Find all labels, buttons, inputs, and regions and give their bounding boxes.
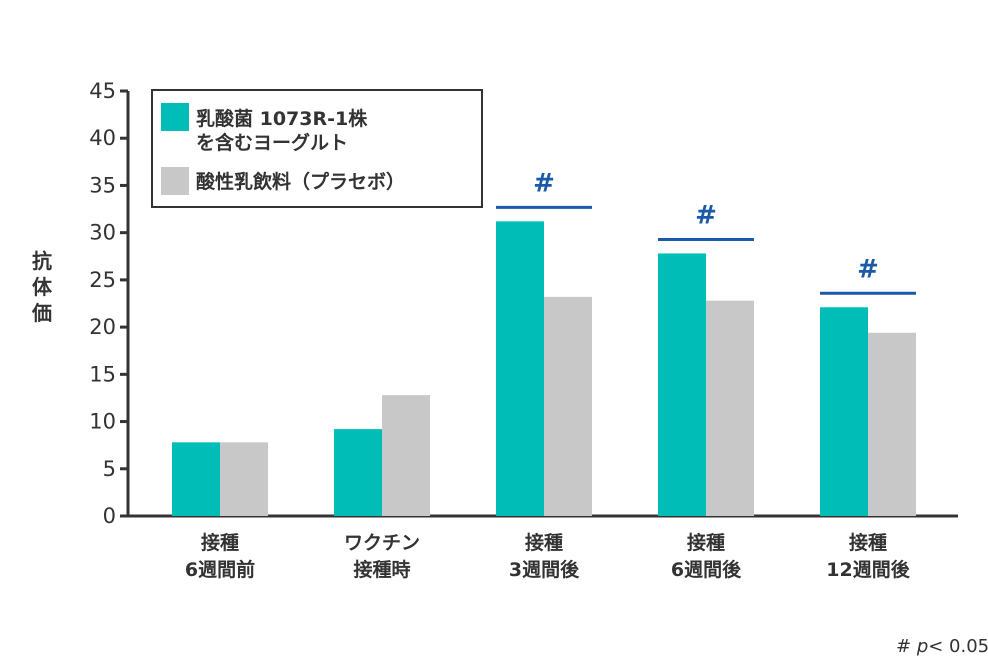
- category-label: 6週間前: [185, 558, 255, 581]
- y-tick-label: 45: [89, 79, 116, 103]
- y-tick-label: 15: [89, 362, 116, 386]
- y-tick-label: 40: [89, 126, 116, 150]
- y-tick-label: 0: [103, 504, 116, 528]
- category-label: ワクチン: [344, 532, 420, 554]
- significance-mark: #: [533, 168, 555, 198]
- category-label: 接種: [201, 532, 239, 554]
- bar-series-2: [868, 332, 916, 516]
- y-axis-title: 抗体価: [31, 249, 53, 325]
- y-tick-label: 5: [103, 457, 116, 481]
- axes: 0 5 10 15 20 25 30 35 40 45: [89, 79, 958, 528]
- bar-series-1: [820, 307, 868, 516]
- significance-mark: #: [695, 200, 717, 230]
- y-axis-label: 抗体価: [31, 249, 53, 325]
- category-label: 接種: [849, 532, 887, 554]
- p-value-note: # p< 0.05: [896, 636, 988, 657]
- bar-series-2: [382, 395, 430, 516]
- bar-series-1: [496, 221, 544, 517]
- bars: [172, 221, 916, 517]
- significance-mark: #: [857, 254, 879, 284]
- category-label: 3週間後: [509, 558, 580, 581]
- y-tick-label: 30: [89, 221, 116, 245]
- significance-markers: # # #: [496, 168, 916, 295]
- category-label: 接種時: [353, 559, 410, 581]
- category-label: 接種: [525, 532, 563, 554]
- legend-box: [151, 89, 483, 208]
- y-tick-label: 10: [89, 410, 116, 434]
- y-tick-label: 20: [89, 315, 116, 339]
- bar-series-1: [172, 442, 220, 516]
- category-label: 12週間後: [826, 558, 910, 581]
- legend-label-series-2: 酸性乳飲料（プラセボ）: [196, 170, 405, 193]
- legend-swatch-series-1: [161, 103, 189, 131]
- bar-series-2: [220, 442, 268, 516]
- y-tick-label: 35: [89, 173, 116, 197]
- category-label: 接種: [687, 532, 725, 554]
- y-tick-label: 25: [89, 268, 116, 292]
- legend-label-series-1: 乳酸菌 1073R-1株: [196, 107, 368, 130]
- bar-series-1: [658, 253, 706, 516]
- bar-series-2: [706, 300, 754, 516]
- bar-series-1: [334, 429, 382, 516]
- significance-note: # p< 0.05: [896, 636, 988, 657]
- legend-label-series-1: を含むヨーグルト: [196, 131, 348, 154]
- category-label: 6週間後: [671, 558, 742, 581]
- legend-swatch-series-2: [161, 167, 189, 195]
- bar-series-2: [544, 296, 592, 516]
